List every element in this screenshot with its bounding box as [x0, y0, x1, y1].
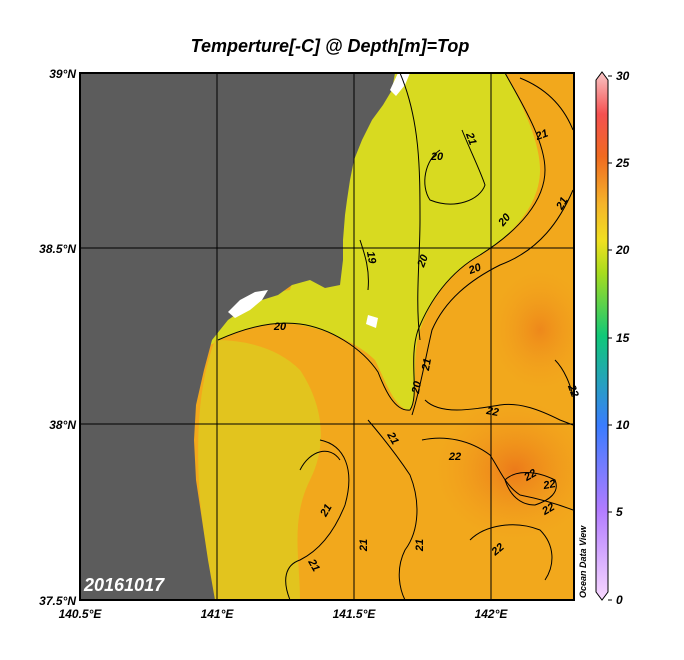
cool-water-field [210, 73, 540, 410]
contour-label: 22 [484, 405, 499, 419]
contour-label: 21 [305, 556, 322, 573]
contour-label: 22 [565, 382, 581, 399]
colorbar-label-25: 25 [615, 156, 630, 170]
map-plot [80, 73, 574, 600]
contour-label: 20 [466, 261, 483, 277]
lon-tick-141: 141°E [201, 607, 235, 621]
lat-tick-38-5: 38.5°N [39, 242, 76, 256]
colorbar-label-5: 5 [616, 505, 623, 519]
contour-label: 21 [533, 127, 550, 143]
bay-white [228, 290, 268, 318]
contour-label: 21 [414, 539, 426, 552]
contour-label: 21 [384, 429, 401, 446]
coast-white-inlet [366, 315, 378, 328]
contours [217, 73, 574, 600]
colorbar-label-20: 20 [615, 243, 630, 257]
coast-white-north [390, 73, 410, 96]
contour-label: 21 [420, 357, 434, 372]
colorbar-label-15: 15 [616, 331, 630, 345]
colorbar-label-10: 10 [616, 418, 630, 432]
credit-label: Ocean Data View [578, 525, 588, 598]
contour-label: 22 [539, 501, 556, 518]
lon-tick-140-5: 140.5°E [59, 607, 103, 621]
contour-label: 20 [430, 151, 444, 163]
lat-tick-38: 38°N [49, 418, 76, 432]
land-mass [80, 73, 395, 600]
graticule [80, 73, 574, 600]
contour-label: 22 [448, 451, 461, 463]
map-title: Temperture[-C] @ Depth[m]=Top [190, 36, 470, 56]
lon-tick-142: 142°E [475, 607, 509, 621]
colorbar-ticks [608, 75, 612, 601]
longitude-ticks: 140.5°E 141°E 141.5°E 142°E [59, 607, 509, 621]
contour-label: 22 [541, 478, 556, 492]
contour-label: 20 [415, 252, 431, 269]
map-frame [79, 72, 575, 601]
lat-tick-37-5: 37.5°N [39, 594, 76, 608]
warm-core [435, 400, 574, 540]
contour-label: 22 [521, 467, 538, 484]
contour-label: 20 [410, 380, 424, 396]
lat-tick-39: 39°N [49, 67, 76, 81]
coastal-yellow-field [198, 340, 321, 600]
contour-label: 19 [364, 250, 378, 265]
warm-core-east [490, 270, 574, 390]
colorbar-label-0: 0 [616, 593, 623, 607]
contour-label: 21 [463, 130, 479, 147]
latitude-ticks: 39°N 38.5°N 38°N 37.5°N [39, 67, 76, 608]
colorbar: 30 25 20 15 10 5 0 [595, 69, 630, 607]
colorbar-label-30: 30 [616, 69, 630, 83]
contour-label: 21 [318, 502, 335, 519]
date-label: 20161017 [83, 575, 165, 595]
contour-label: 20 [273, 321, 287, 333]
colorbar-ramp [595, 71, 609, 601]
lon-tick-141-5: 141.5°E [333, 607, 377, 621]
contour-label: 21 [358, 539, 370, 552]
contour-label: 21 [554, 195, 571, 212]
